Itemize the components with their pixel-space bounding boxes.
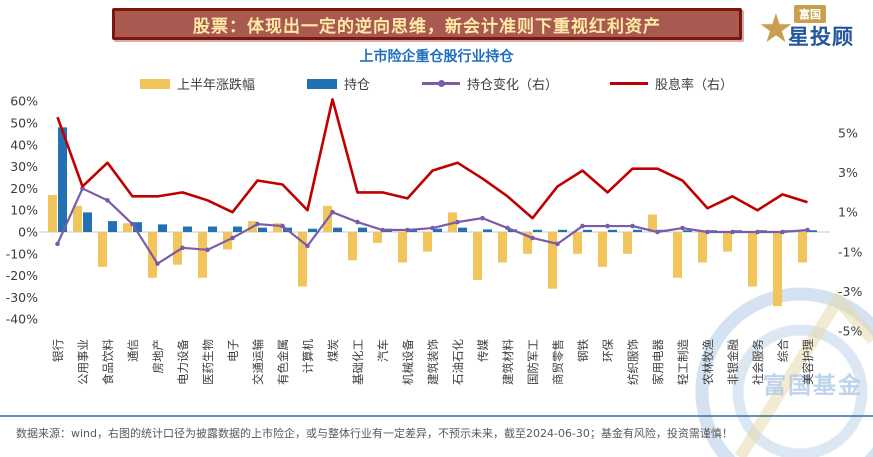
chart-title: 上市险企重仓股行业持仓 xyxy=(359,49,514,65)
svg-text:纺织服饰: 纺织服饰 xyxy=(626,339,640,385)
footer-divider xyxy=(0,415,873,417)
legend-label: 股息率（右） xyxy=(655,78,734,93)
svg-text:电力设备: 电力设备 xyxy=(176,339,190,385)
svg-text:农林牧渔: 农林牧渔 xyxy=(701,339,715,385)
legend-label: 上半年涨跌幅 xyxy=(176,78,255,93)
svg-text:-1%: -1% xyxy=(838,244,862,259)
svg-text:3%: 3% xyxy=(838,165,858,180)
svg-text:社会服务: 社会服务 xyxy=(751,339,765,385)
title-banner: 股票：体现出一定的逆向思维，新会计准则下重视红利资产 xyxy=(112,8,742,40)
svg-text:传媒: 传媒 xyxy=(476,339,490,362)
legend-item-dividend: 股息率（右） xyxy=(610,74,733,93)
svg-text:计算机: 计算机 xyxy=(301,339,315,374)
brand-main-label: 星投顾 xyxy=(788,25,854,49)
left-axis-ticks: 60% 50% 40% 30% 20% 10% 0% -10% -20% -30% -40% xyxy=(6,94,38,327)
svg-text:-5%: -5% xyxy=(838,324,862,339)
svg-text:建筑材料: 建筑材料 xyxy=(501,339,515,385)
bar-series-0 xyxy=(48,194,807,307)
svg-text:5%: 5% xyxy=(838,126,858,141)
svg-text:电子: 电子 xyxy=(226,339,240,362)
svg-text:家用电器: 家用电器 xyxy=(651,339,665,385)
svg-text:基础化工: 基础化工 xyxy=(351,339,365,385)
svg-text:10%: 10% xyxy=(10,203,38,218)
line-series-0 xyxy=(55,186,810,266)
svg-text:美容护理: 美容护理 xyxy=(801,339,815,385)
legend-label: 持仓 xyxy=(343,78,370,93)
svg-text:50%: 50% xyxy=(10,116,38,131)
svg-text:公用事业: 公用事业 xyxy=(76,339,90,385)
svg-text:通信: 通信 xyxy=(126,339,140,362)
svg-text:建筑装饰: 建筑装饰 xyxy=(426,339,440,385)
svg-text:食品饮料: 食品饮料 xyxy=(101,339,115,385)
svg-text:0%: 0% xyxy=(18,225,38,240)
source-note: 数据来源：wind，右图的统计口径为披露数据的上市险企，或与整体行业有一定差异，… xyxy=(16,427,733,440)
svg-text:1%: 1% xyxy=(838,205,858,220)
brand-small-label: 富国 xyxy=(794,5,826,23)
svg-text:银行: 银行 xyxy=(51,339,65,362)
svg-text:40%: 40% xyxy=(10,137,38,152)
right-axis-ticks: 5% 3% 1% -1% -3% -5% xyxy=(838,126,862,339)
svg-text:-40%: -40% xyxy=(6,312,38,327)
svg-text:-10%: -10% xyxy=(6,246,38,261)
svg-text:交通运输: 交通运输 xyxy=(251,339,265,385)
legend-swatch-yellow-bar-icon xyxy=(139,78,170,89)
svg-text:-20%: -20% xyxy=(6,268,38,283)
svg-text:轻工制造: 轻工制造 xyxy=(676,339,690,385)
svg-text:石油石化: 石油石化 xyxy=(451,339,465,385)
svg-text:机械设备: 机械设备 xyxy=(401,339,415,385)
x-axis-labels: 银行 公用事业 食品饮料 通信 房地产 电力设备 医药生物 电子 交通运输 有色金属 计算机 煤炭 基础… xyxy=(51,339,815,385)
svg-text:20%: 20% xyxy=(10,181,38,196)
line-series-1 xyxy=(56,98,808,220)
page-title: 股票：体现出一定的逆向思维，新会计准则下重视红利资产 xyxy=(193,16,661,37)
legend-item-change: 上半年涨跌幅 xyxy=(139,74,255,93)
svg-text:-3%: -3% xyxy=(838,284,862,299)
svg-text:有色金属: 有色金属 xyxy=(276,339,290,385)
bar-series-1 xyxy=(58,127,817,232)
legend-item-holding: 持仓 xyxy=(306,74,370,93)
legend-swatch-purple-line-icon xyxy=(422,80,460,87)
svg-text:汽车: 汽车 xyxy=(376,339,390,362)
brand-logo: ★ 富国 星投顾 xyxy=(758,3,863,55)
svg-text:非银金融: 非银金融 xyxy=(726,339,740,385)
svg-text:房地产: 房地产 xyxy=(151,339,165,374)
chart-legend: 上半年涨跌幅 持仓 持仓变化（右） 股息率（右） xyxy=(0,74,873,93)
svg-text:国防军工: 国防军工 xyxy=(526,339,540,385)
svg-text:煤炭: 煤炭 xyxy=(326,339,340,362)
legend-swatch-blue-bar-icon xyxy=(306,78,337,89)
svg-text:30%: 30% xyxy=(10,159,38,174)
legend-swatch-red-line-icon xyxy=(610,82,649,85)
svg-text:医药生物: 医药生物 xyxy=(201,339,215,385)
svg-text:钢铁: 钢铁 xyxy=(576,339,590,362)
svg-text:环保: 环保 xyxy=(601,339,615,362)
legend-label: 持仓变化（右） xyxy=(467,78,559,93)
svg-text:60%: 60% xyxy=(10,94,38,109)
svg-text:综合: 综合 xyxy=(776,339,790,362)
svg-text:-30%: -30% xyxy=(6,290,38,305)
star-icon: ★ xyxy=(758,6,794,52)
legend-item-holding-change: 持仓变化（右） xyxy=(422,74,558,93)
svg-text:商贸零售: 商贸零售 xyxy=(551,339,565,385)
